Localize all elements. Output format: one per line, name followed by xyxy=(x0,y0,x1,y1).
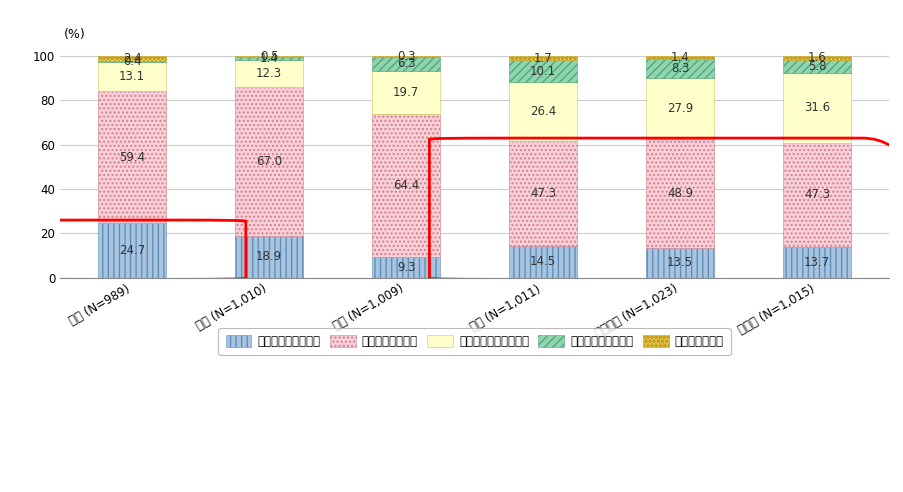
Text: 47.3: 47.3 xyxy=(529,186,555,200)
Bar xyxy=(98,56,166,62)
Bar xyxy=(98,92,166,223)
Legend: とても不安を感じる, やや不安を感じる, あまり不安を感じない, 全く不安を感じない, よく分からない: とても不安を感じる, やや不安を感じる, あまり不安を感じない, 全く不安を感じ… xyxy=(219,328,730,355)
Bar xyxy=(371,57,440,71)
Text: 13.7: 13.7 xyxy=(803,256,829,269)
Bar xyxy=(98,223,166,277)
Bar xyxy=(645,78,713,139)
Text: 24.7: 24.7 xyxy=(119,244,145,257)
Text: 1.4: 1.4 xyxy=(670,51,689,64)
Text: 5.8: 5.8 xyxy=(807,60,825,73)
Bar xyxy=(645,56,713,59)
Text: 2.4: 2.4 xyxy=(123,52,142,65)
Bar xyxy=(235,88,303,236)
Bar xyxy=(235,57,303,60)
Text: 27.9: 27.9 xyxy=(666,102,693,115)
Bar xyxy=(508,246,577,277)
Text: 47.3: 47.3 xyxy=(803,188,829,201)
Text: 26.4: 26.4 xyxy=(529,105,555,118)
Bar xyxy=(645,248,713,277)
Text: 9.3: 9.3 xyxy=(396,261,415,274)
Text: 59.4: 59.4 xyxy=(119,151,145,164)
Text: 10.1: 10.1 xyxy=(529,64,555,78)
Bar xyxy=(782,143,851,247)
Text: 13.1: 13.1 xyxy=(119,70,145,83)
Bar xyxy=(508,82,577,141)
Text: 1.4: 1.4 xyxy=(259,52,278,65)
Bar xyxy=(782,72,851,143)
Bar xyxy=(371,114,440,257)
Text: 8.3: 8.3 xyxy=(670,62,689,75)
Bar xyxy=(508,141,577,246)
Bar xyxy=(782,60,851,72)
Text: 48.9: 48.9 xyxy=(666,187,693,200)
Text: 6.3: 6.3 xyxy=(396,57,415,70)
Bar xyxy=(98,62,166,92)
Bar xyxy=(371,56,440,57)
Bar xyxy=(645,59,713,78)
Text: 64.4: 64.4 xyxy=(393,179,419,192)
Bar xyxy=(235,56,303,57)
Bar xyxy=(782,247,851,277)
Text: 0.3: 0.3 xyxy=(396,50,414,63)
Text: 1.6: 1.6 xyxy=(806,51,825,64)
Text: 0.5: 0.5 xyxy=(259,50,278,63)
Bar xyxy=(235,60,303,88)
Text: 18.9: 18.9 xyxy=(256,250,282,263)
Bar xyxy=(371,71,440,114)
Bar xyxy=(645,139,713,248)
Bar xyxy=(235,236,303,277)
Text: (%): (%) xyxy=(63,28,85,41)
Bar xyxy=(782,56,851,60)
Text: 19.7: 19.7 xyxy=(393,86,419,99)
Text: 31.6: 31.6 xyxy=(803,101,829,114)
Text: 1.7: 1.7 xyxy=(533,52,552,64)
Text: 0.4: 0.4 xyxy=(123,56,141,68)
Text: 13.5: 13.5 xyxy=(666,256,693,269)
Text: 12.3: 12.3 xyxy=(256,67,282,80)
Bar xyxy=(508,56,577,60)
Text: 67.0: 67.0 xyxy=(256,155,282,168)
Text: 14.5: 14.5 xyxy=(529,255,555,268)
Bar xyxy=(508,60,577,82)
Bar xyxy=(371,257,440,277)
